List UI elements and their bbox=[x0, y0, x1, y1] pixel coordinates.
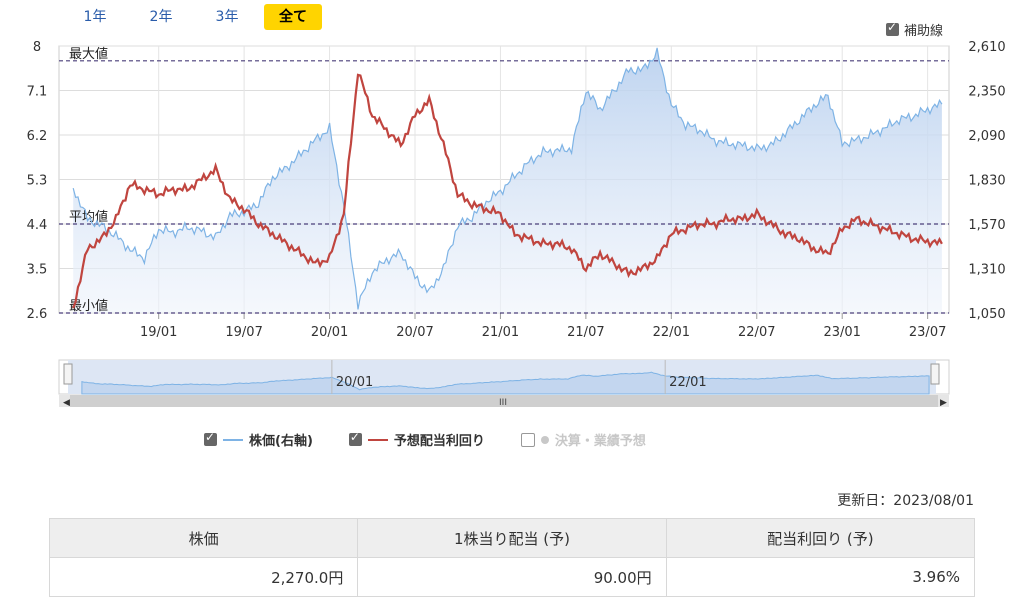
right-tick-label: 1,570 bbox=[968, 218, 1005, 233]
legend-item-price[interactable]: 株価(右軸) bbox=[204, 430, 313, 449]
axis-labels: 8 2,610 7.1 2,350 6.2 2,090 5.3 1,830 4.4 1,570 3.… bbox=[27, 40, 1006, 340]
left-tick-label: 8 bbox=[33, 40, 41, 55]
navigator-area bbox=[81, 371, 930, 395]
tab-3y[interactable]: 3年 bbox=[215, 9, 239, 25]
value-price: 2,270.0円 bbox=[48, 557, 359, 597]
scroll-grip: III bbox=[499, 398, 507, 408]
left-tick-label: 5.3 bbox=[27, 174, 48, 189]
value-dividend: 90.00円 bbox=[357, 557, 667, 597]
x-tick-label: 23/07 bbox=[909, 325, 946, 340]
navigator-label: 20/01 bbox=[336, 375, 373, 390]
period-tabs: 1年 2年 3年 全て bbox=[62, 4, 322, 30]
x-tick-label: 22/07 bbox=[738, 325, 775, 340]
reference-label: 平均値 bbox=[69, 209, 108, 225]
legend-yield-checkbox[interactable] bbox=[348, 430, 362, 446]
x-tick-label: 22/01 bbox=[653, 325, 690, 340]
price-line bbox=[72, 47, 943, 310]
tab-2y[interactable]: 2年 bbox=[149, 9, 173, 25]
header-dividend: 1株当り配当 (予) bbox=[357, 518, 667, 558]
legend-yield-swatch bbox=[367, 438, 388, 441]
left-tick-label: 6.2 bbox=[27, 129, 48, 144]
aux-lines-toggle[interactable]: 補助線 bbox=[886, 20, 943, 39]
right-tick-label: 1,310 bbox=[968, 263, 1005, 278]
left-tick-label: 3.5 bbox=[27, 263, 48, 278]
x-tick-label: 20/07 bbox=[396, 325, 433, 340]
x-tick-label: 20/01 bbox=[311, 325, 348, 340]
x-tick-label: 19/01 bbox=[140, 325, 177, 340]
left-tick-label: 7.1 bbox=[27, 85, 48, 100]
legend-price-checkbox[interactable] bbox=[204, 430, 217, 446]
right-tick-label: 2,350 bbox=[968, 85, 1005, 100]
aux-lines-checkbox[interactable] bbox=[886, 20, 899, 36]
legend: 株価(右軸) 予想配当利回り 決算・業績予想 bbox=[204, 430, 646, 449]
legend-item-yield[interactable]: 予想配当利回り bbox=[348, 430, 485, 449]
updated-date: 更新日：2023/08/01 bbox=[837, 493, 974, 509]
legend-price-label: 株価(右軸) bbox=[249, 434, 313, 449]
price-area bbox=[73, 47, 942, 314]
navigator-left-handle[interactable] bbox=[63, 363, 73, 385]
table-header-row: 株価 1株当り配当 (予) 配当利回り (予) bbox=[48, 518, 976, 558]
legend-earnings-checkbox[interactable] bbox=[520, 432, 535, 447]
tab-all[interactable]: 全て bbox=[264, 4, 322, 30]
navigator-right-handle[interactable] bbox=[930, 363, 940, 385]
scroll-left-icon[interactable]: ◀ bbox=[63, 398, 70, 408]
value-yield: 3.96% bbox=[665, 557, 976, 597]
scrollbar-thumb[interactable] bbox=[70, 395, 938, 407]
right-tick-label: 1,050 bbox=[968, 307, 1005, 322]
x-tick-label: 23/01 bbox=[823, 325, 860, 340]
header-yield: 配当利回り (予) bbox=[665, 518, 976, 558]
x-tick-label: 21/07 bbox=[567, 325, 604, 340]
right-tick-label: 2,610 bbox=[968, 40, 1005, 55]
range-navigator[interactable]: 20/01 22/01 ◀ ▶ III bbox=[0, 355, 1024, 415]
navigator-label: 22/01 bbox=[669, 375, 706, 390]
yield-line bbox=[72, 73, 943, 309]
right-tick-label: 1,830 bbox=[968, 174, 1005, 189]
tab-1y[interactable]: 1年 bbox=[83, 9, 107, 25]
reference-label: 最大値 bbox=[69, 46, 108, 62]
right-tick-label: 2,090 bbox=[968, 129, 1005, 144]
header-price: 株価 bbox=[48, 518, 359, 558]
legend-item-earnings[interactable]: 決算・業績予想 bbox=[520, 430, 646, 449]
table-row: 2,270.0円 90.00円 3.96% bbox=[48, 557, 976, 597]
aux-lines-label: 補助線 bbox=[904, 24, 944, 39]
scroll-right-icon[interactable]: ▶ bbox=[940, 398, 947, 408]
legend-earnings-dot-icon bbox=[540, 435, 549, 444]
left-tick-label: 2.6 bbox=[27, 307, 48, 322]
legend-price-swatch bbox=[223, 438, 243, 441]
x-tick-label: 19/07 bbox=[225, 325, 262, 340]
x-tick-label: 21/01 bbox=[482, 325, 519, 340]
legend-earnings-label: 決算・業績予想 bbox=[554, 434, 646, 449]
left-tick-label: 4.4 bbox=[27, 218, 48, 233]
reference-label: 最小値 bbox=[69, 298, 108, 314]
legend-yield-label: 予想配当利回り bbox=[393, 434, 485, 449]
summary-table: 株価 1株当り配当 (予) 配当利回り (予) 2,270.0円 90.00円 … bbox=[48, 518, 976, 597]
